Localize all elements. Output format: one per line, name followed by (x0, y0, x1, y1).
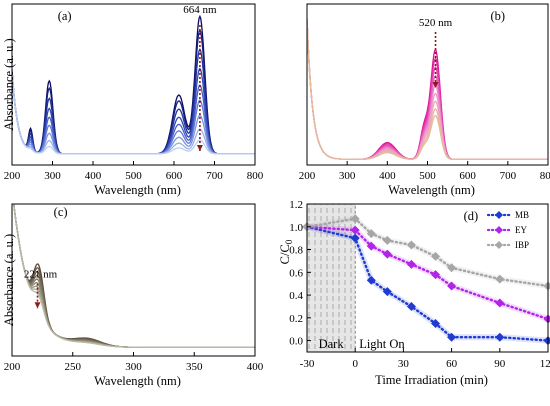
x-tick-label: 0 (352, 358, 358, 370)
spectrum-line (12, 69, 255, 155)
series-ey (302, 222, 550, 324)
data-point (431, 251, 441, 261)
y-axis-label: Absorbance (a. u.) (2, 234, 16, 326)
peak-wavelength-label: 221 nm (24, 269, 58, 281)
data-point (495, 298, 505, 308)
x-tick-label: 200 (4, 361, 21, 373)
x-tick-label: 300 (44, 170, 61, 182)
x-tick-label: 400 (247, 361, 264, 373)
x-tick-label: 200 (299, 170, 316, 182)
panel-label: (c) (54, 205, 68, 219)
y-tick-label: 0.0 (289, 336, 303, 348)
data-point (366, 229, 376, 239)
y-tick-label: 1.0 (289, 222, 303, 234)
x-tick-label: 400 (379, 170, 396, 182)
data-point (406, 301, 416, 311)
light-on-label: Light On (359, 337, 405, 351)
data-point (366, 241, 376, 251)
spectrum-line (13, 204, 255, 348)
data-point (495, 274, 505, 284)
x-tick-label: 250 (65, 361, 82, 373)
x-tick-label: 500 (125, 170, 142, 182)
data-point (382, 287, 392, 297)
decrease-arrow-head (432, 82, 439, 88)
data-point (447, 281, 457, 291)
y-axis-label: Absorbance (a. u.) (2, 38, 16, 130)
legend-box (484, 206, 546, 254)
spectrum-line (307, 19, 548, 161)
x-tick-label: 120 (540, 358, 550, 370)
panel-c: 200 250 300 350 400 Wavelength (nm) Absorbance… (2, 203, 264, 388)
data-point (406, 240, 416, 250)
y-axis-label-main: C/C (278, 244, 292, 264)
curves (13, 204, 255, 348)
data-point (350, 233, 360, 243)
x-axis-label: Time Irradiation (min) (375, 373, 488, 387)
legend-label: IBP (515, 240, 529, 250)
data-point (366, 275, 376, 285)
peak-wavelength-label: 664 nm (183, 4, 217, 16)
x-tick-label: 800 (247, 170, 264, 182)
panel-label: (b) (491, 9, 506, 23)
data-point (382, 249, 392, 259)
x-tick-label: 300 (339, 170, 356, 182)
data-point (447, 263, 457, 273)
x-tick-label: 30 (398, 358, 410, 370)
data-point (431, 270, 441, 280)
decrease-arrow-head (196, 145, 203, 151)
plot-frame (306, 203, 549, 353)
y-tick-label: 0.8 (289, 245, 303, 257)
panel-b: 200 300 400 500 600 700 800 Wavelength (nm) (b) 5… (299, 3, 550, 197)
decrease-arrow-head (34, 302, 41, 309)
spectrum-line (12, 28, 255, 155)
panel-label: (d) (464, 209, 479, 223)
panel-label: (a) (58, 9, 72, 23)
x-tick-label: 350 (186, 361, 203, 373)
y-axis-label: C/C0 (278, 239, 294, 264)
data-point (406, 259, 416, 269)
data-point (431, 319, 441, 329)
spectrum-line (12, 48, 255, 155)
y-axis-label-sub: 0 (284, 239, 294, 244)
x-tick-label: 500 (419, 170, 436, 182)
dark-label: Dark (319, 337, 345, 351)
y-tick-label: 0.4 (289, 290, 303, 302)
x-tick-label: 600 (459, 170, 476, 182)
x-tick-label: 90 (494, 358, 506, 370)
series-line (305, 217, 550, 288)
data-point (447, 332, 457, 342)
curves (12, 14, 255, 155)
y-tick-label: 0.6 (289, 267, 303, 279)
peak-wavelength-label: 520 nm (419, 17, 453, 29)
y-tick-label: 1.2 (289, 199, 303, 211)
x-tick-label: 700 (206, 170, 223, 182)
x-tick-label: 200 (4, 170, 21, 182)
x-axis-label: Wavelength (nm) (94, 374, 181, 388)
y-tick-label: 0.2 (289, 313, 303, 325)
x-axis-label: Wavelength (nm) (94, 183, 181, 197)
data-point (382, 235, 392, 245)
x-tick-label: 600 (166, 170, 183, 182)
data-point (495, 332, 505, 342)
x-tick-label: 800 (540, 170, 550, 182)
x-tick-label: 60 (446, 358, 458, 370)
x-tick-label: 300 (125, 361, 142, 373)
panel-d: Dark Light On -30 0 30 60 90 120 0.0 0.2 0.4 0.6 0.8… (278, 199, 550, 387)
legend-label: EY (515, 225, 527, 235)
x-tick-label: 400 (85, 170, 102, 182)
panel-a: 200 300 400 500 600 700 800 Wavelength (nm) Abso… (2, 3, 264, 197)
legend-marker (495, 226, 503, 234)
curves (307, 19, 548, 161)
x-axis-label: Wavelength (nm) (388, 183, 475, 197)
legend: MB EY IBP (484, 206, 546, 254)
legend-label: MB (515, 210, 529, 220)
x-tick-label: 700 (500, 170, 517, 182)
data-point (350, 214, 360, 224)
data-point (350, 225, 360, 235)
legend-marker (495, 241, 503, 249)
series-ibp (302, 214, 550, 291)
x-tick-label: -30 (300, 358, 315, 370)
legend-marker (495, 211, 503, 219)
